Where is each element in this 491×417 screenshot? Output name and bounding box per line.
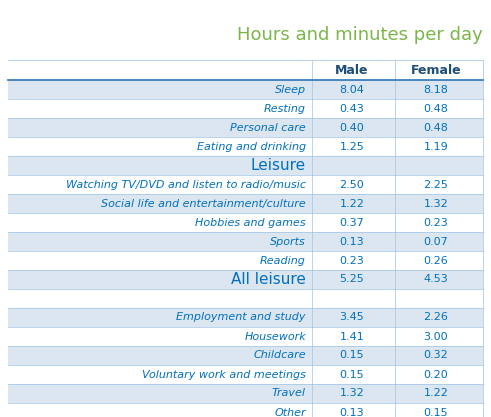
Text: 0.20: 0.20 xyxy=(424,369,448,379)
Text: Leisure: Leisure xyxy=(251,158,306,173)
Text: 1.32: 1.32 xyxy=(424,198,448,208)
Bar xyxy=(8,80,483,99)
Text: 2.50: 2.50 xyxy=(340,179,364,189)
Text: 0.13: 0.13 xyxy=(340,236,364,246)
Text: 0.48: 0.48 xyxy=(424,123,448,133)
Text: All leisure: All leisure xyxy=(231,272,306,287)
Text: Eating and drinking: Eating and drinking xyxy=(197,141,306,151)
Text: 4.53: 4.53 xyxy=(424,274,448,284)
Text: 0.07: 0.07 xyxy=(424,236,448,246)
Text: Sleep: Sleep xyxy=(275,85,306,95)
Bar xyxy=(8,175,483,194)
Text: 0.26: 0.26 xyxy=(424,256,448,266)
Bar xyxy=(8,118,483,137)
Text: 2.25: 2.25 xyxy=(424,179,448,189)
Bar xyxy=(8,99,483,118)
Text: Watching TV/DVD and listen to radio/music: Watching TV/DVD and listen to radio/musi… xyxy=(66,179,306,189)
Text: 0.15: 0.15 xyxy=(340,369,364,379)
Text: Sports: Sports xyxy=(270,236,306,246)
Text: 3.45: 3.45 xyxy=(340,312,364,322)
Text: 1.22: 1.22 xyxy=(340,198,364,208)
Text: 0.23: 0.23 xyxy=(340,256,364,266)
Text: 0.13: 0.13 xyxy=(340,407,364,417)
Bar xyxy=(8,213,483,232)
Text: Female: Female xyxy=(410,63,462,76)
Text: Other: Other xyxy=(274,407,306,417)
Text: 1.25: 1.25 xyxy=(340,141,364,151)
Text: Hours and minutes per day: Hours and minutes per day xyxy=(237,26,483,44)
Text: 0.23: 0.23 xyxy=(424,218,448,228)
Text: Employment and study: Employment and study xyxy=(176,312,306,322)
Bar xyxy=(8,137,483,156)
Text: 3.00: 3.00 xyxy=(424,332,448,342)
Bar xyxy=(8,403,483,417)
Bar xyxy=(8,365,483,384)
Text: Social life and entertainment/culture: Social life and entertainment/culture xyxy=(101,198,306,208)
Text: Childcare: Childcare xyxy=(253,351,306,361)
Bar xyxy=(8,384,483,403)
Text: Personal care: Personal care xyxy=(230,123,306,133)
Text: Reading: Reading xyxy=(260,256,306,266)
Text: 0.48: 0.48 xyxy=(424,103,448,113)
Bar xyxy=(8,156,483,175)
Bar xyxy=(8,232,483,251)
Text: 8.18: 8.18 xyxy=(424,85,448,95)
Bar xyxy=(8,270,483,289)
Text: Male: Male xyxy=(335,63,369,76)
Text: Hobbies and games: Hobbies and games xyxy=(195,218,306,228)
Text: 2.26: 2.26 xyxy=(424,312,448,322)
Text: Housework: Housework xyxy=(244,332,306,342)
Text: Travel: Travel xyxy=(272,389,306,399)
Bar xyxy=(8,308,483,327)
Bar xyxy=(8,194,483,213)
Text: Resting: Resting xyxy=(264,103,306,113)
Text: 0.15: 0.15 xyxy=(340,351,364,361)
Bar xyxy=(8,327,483,346)
Text: 5.25: 5.25 xyxy=(340,274,364,284)
Text: 0.32: 0.32 xyxy=(424,351,448,361)
Bar xyxy=(8,346,483,365)
Text: 0.43: 0.43 xyxy=(340,103,364,113)
Text: 1.19: 1.19 xyxy=(424,141,448,151)
Bar xyxy=(8,251,483,270)
Text: Voluntary work and meetings: Voluntary work and meetings xyxy=(142,369,306,379)
Text: 0.37: 0.37 xyxy=(340,218,364,228)
Text: 0.40: 0.40 xyxy=(340,123,364,133)
Text: 1.41: 1.41 xyxy=(340,332,364,342)
Bar xyxy=(8,289,483,308)
Text: 1.22: 1.22 xyxy=(424,389,448,399)
Text: 8.04: 8.04 xyxy=(340,85,364,95)
Text: 0.15: 0.15 xyxy=(424,407,448,417)
Text: 1.32: 1.32 xyxy=(340,389,364,399)
